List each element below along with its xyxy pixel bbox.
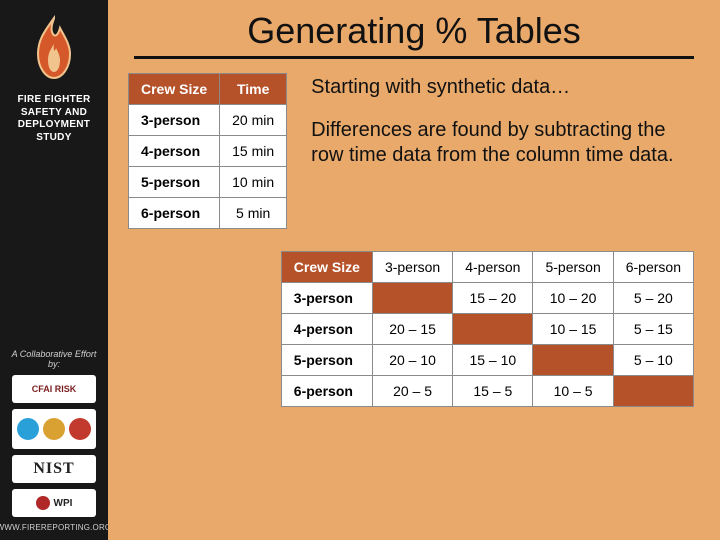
table-col-header: 5-person [533,252,613,283]
table-header-cell: Time [220,74,287,105]
badge-icon [43,418,65,440]
table-cell: 5-person [129,167,220,198]
logo-wpi: WPI [12,489,96,517]
table-cell: 3-person [129,105,220,136]
table-cell: 15 min [220,136,287,167]
table-row: 3-person20 min [129,105,287,136]
crew-time-table: Crew SizeTime3-person20 min4-person15 mi… [128,73,287,229]
table-cell: 10 min [220,167,287,198]
table-row: 4-person20 – 15 10 – 155 – 15 [281,314,693,345]
wpi-seal-icon [36,496,50,510]
table-cell: 15 – 5 [453,376,533,407]
collab-label: A Collaborative Effort by: [6,349,102,369]
badge-icon [17,418,39,440]
difference-matrix-table: Crew Size3-person4-person5-person6-perso… [281,251,694,407]
paragraph: Starting with synthetic data… [311,75,700,100]
table-row-header: 5-person [281,345,372,376]
table-cell [613,376,693,407]
table-col-header: 6-person [613,252,693,283]
table-cell [453,314,533,345]
table-cell [533,345,613,376]
title-underline [134,56,694,59]
partner-logos: CFAI RISK NIST WPI [12,375,96,517]
firefighter-logo [19,10,89,88]
table-cell: 4-person [129,136,220,167]
table-cell: 10 – 20 [533,283,613,314]
study-title-line: FIRE FIGHTER [17,94,90,107]
table-row: 4-person15 min [129,136,287,167]
table-row-header: 6-person [281,376,372,407]
table-cell: 20 min [220,105,287,136]
table-cell: 10 – 15 [533,314,613,345]
sidebar: FIRE FIGHTER SAFETY AND DEPLOYMENT STUDY… [0,0,108,540]
table-row: 5-person20 – 1015 – 10 5 – 10 [281,345,693,376]
main-content: Generating % Tables Crew SizeTime3-perso… [108,0,720,540]
study-title: FIRE FIGHTER SAFETY AND DEPLOYMENT STUDY [17,94,90,144]
table-col-header: 3-person [372,252,452,283]
table-cell: 5 – 20 [613,283,693,314]
table-cell: 20 – 15 [372,314,452,345]
study-title-line: STUDY [17,132,90,145]
table-row: 6-person5 min [129,198,287,229]
table-cell: 15 – 10 [453,345,533,376]
logo-badges [12,409,96,449]
table-row-header: 3-person [281,283,372,314]
logo-nist: NIST [12,455,96,483]
table-col-header: 4-person [453,252,533,283]
table-corner-cell: Crew Size [281,252,372,283]
table-cell: 5 – 15 [613,314,693,345]
table-cell: 5 min [220,198,287,229]
table-cell: 6-person [129,198,220,229]
paragraph: Differences are found by subtracting the… [311,118,700,168]
logo-cfai: CFAI RISK [12,375,96,403]
table-cell: 5 – 10 [613,345,693,376]
badge-row [17,418,91,440]
row-bottom: Crew Size3-person4-person5-person6-perso… [128,251,700,407]
table-cell: 15 – 20 [453,283,533,314]
table-row: 5-person10 min [129,167,287,198]
table-header-cell: Crew Size [129,74,220,105]
slide: FIRE FIGHTER SAFETY AND DEPLOYMENT STUDY… [0,0,720,540]
table-row: 6-person20 – 515 – 510 – 5 [281,376,693,407]
table-cell [372,283,452,314]
badge-icon [69,418,91,440]
table-row: 3-person 15 – 2010 – 205 – 20 [281,283,693,314]
table-cell: 20 – 10 [372,345,452,376]
table-cell: 20 – 5 [372,376,452,407]
body-copy: Starting with synthetic data… Difference… [311,73,700,186]
footer-url: WWW.FIREREPORTING.ORG [0,523,111,532]
slide-title: Generating % Tables [128,10,700,56]
table-cell: 10 – 5 [533,376,613,407]
study-title-line: DEPLOYMENT [17,119,90,132]
table-row-header: 4-person [281,314,372,345]
study-title-line: SAFETY AND [17,107,90,120]
row-top: Crew SizeTime3-person20 min4-person15 mi… [128,73,700,229]
